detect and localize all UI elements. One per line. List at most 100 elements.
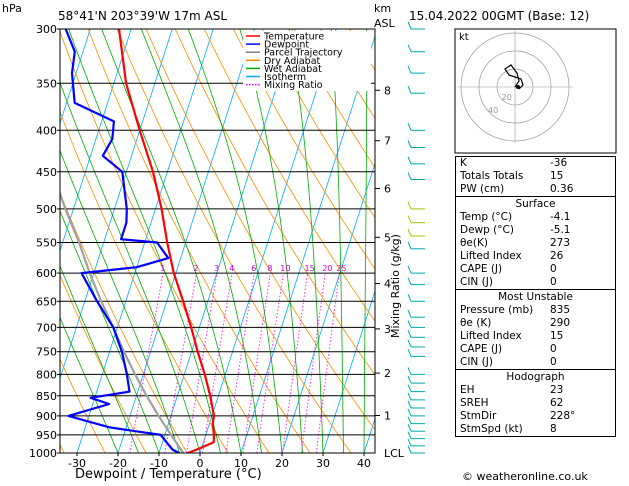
dry-adiabat-line xyxy=(262,29,375,219)
location-title: 58°41'N 203°39'W 17m ASL xyxy=(58,9,227,23)
isotherm-line xyxy=(60,29,91,125)
wind-barb-flag xyxy=(407,309,412,318)
wind-barb-flag xyxy=(407,320,412,328)
index-row: θe (K) 290 xyxy=(460,317,571,329)
wind-barb-flag xyxy=(407,277,412,285)
wind-barb-flag xyxy=(407,86,412,94)
index-row: Lifted Index 15 xyxy=(460,330,564,342)
pressure-tick-label: 600 xyxy=(36,267,57,280)
wind-barb-flag xyxy=(407,424,412,432)
wind-barb-flag xyxy=(407,265,412,274)
mixing-ratio-label: 3 xyxy=(214,264,219,273)
dry-adiabat-line xyxy=(203,29,375,322)
plot-frame xyxy=(59,28,376,454)
dry-adiabat-line xyxy=(291,29,375,169)
height-tick-label: 2 xyxy=(384,367,391,380)
wet-adiabat-line xyxy=(60,264,139,453)
pressure-tick-label: 900 xyxy=(36,410,57,423)
pressure-tick-label: 550 xyxy=(36,236,57,249)
wind-barb-flag xyxy=(407,392,412,401)
most-unstable-title: Most Unstable xyxy=(498,291,573,303)
height-tick-label: 8 xyxy=(384,84,391,97)
index-row: StmDir 228° xyxy=(460,410,576,422)
wind-barb-flag xyxy=(407,339,412,348)
mixing-ratio-line xyxy=(301,273,326,453)
dry-adiabat-line xyxy=(0,29,23,453)
mixing-ratio-line xyxy=(164,273,197,453)
hodograph-ring-label: 20 xyxy=(502,93,512,102)
pressure-tick-label: 750 xyxy=(36,346,57,359)
footer-credit: © weatheronline.co.uk xyxy=(462,470,588,483)
mixing-ratio-label: 25 xyxy=(336,264,346,273)
isotherm-line xyxy=(60,29,132,253)
height-tick-label: 1 xyxy=(384,410,391,423)
legend-entry: Dry Adiabat xyxy=(264,56,321,67)
legend-entry: Mixing Ratio xyxy=(264,80,323,91)
pressure-tick-label: 700 xyxy=(36,321,57,334)
index-row: StmSpd (kt) 8 xyxy=(460,423,557,435)
pressure-tick-label: 350 xyxy=(36,77,57,90)
index-row: Dewp (°C) -5.1 xyxy=(460,224,571,236)
wind-barb-flag xyxy=(407,123,412,131)
mixing-ratio-label: 8 xyxy=(267,264,272,273)
mixing-ratio-label: 1 xyxy=(160,264,165,273)
wind-barb-flag xyxy=(407,367,412,375)
wind-barb-flag xyxy=(407,65,412,74)
index-row: EH 23 xyxy=(460,384,564,396)
pressure-tick-label: 450 xyxy=(36,166,57,179)
wet-adiabat-line xyxy=(330,29,344,453)
index-row: CAPE (J) 0 xyxy=(460,263,557,275)
hodograph: kt 20 40 xyxy=(454,28,617,154)
dry-adiabat-line xyxy=(145,29,375,431)
index-row: Lifted Index 26 xyxy=(460,250,564,262)
hodograph-title: Hodograph xyxy=(506,371,565,383)
mixing-ratio-label: 10 xyxy=(280,264,290,273)
pressure-tick-label: 850 xyxy=(36,390,57,403)
isotherm-line xyxy=(281,162,375,453)
legend-entry: Dewpoint xyxy=(264,40,309,51)
legend-entry: Parcel Trajectory xyxy=(264,48,343,59)
hodograph-ring-label: 40 xyxy=(488,106,498,115)
parcel-trajectory-line xyxy=(60,190,185,453)
index-row: CAPE (J) 0 xyxy=(460,343,557,355)
date-title: 15.04.2022 00GMT (Base: 12) xyxy=(409,9,589,23)
temperature-tick-label: -30 xyxy=(68,457,86,470)
wet-adiabat-line xyxy=(363,29,368,453)
mixing-ratio-line xyxy=(242,273,271,453)
wind-barb-flag xyxy=(407,21,412,30)
wind-barb-flag xyxy=(407,438,412,447)
wind-barb-flag xyxy=(407,408,412,417)
hpa-label: hPa xyxy=(2,2,22,15)
mixing-ratio-line xyxy=(315,273,340,453)
wind-barb-flag xyxy=(407,330,412,338)
mixing-ratio-axis-label: Mixing Ratio (g/kg) xyxy=(389,234,402,338)
dry-adiabat-line xyxy=(60,358,106,453)
temperature-tick-label: 30 xyxy=(316,457,330,470)
pressure-tick-label: 400 xyxy=(36,124,57,137)
height-tick-label: 6 xyxy=(384,183,391,196)
hodograph-box: Hodograph EH 23 SREH 62 StmDir 228° StmSpd … xyxy=(455,369,616,437)
mixing-ratio-label: 6 xyxy=(251,264,256,273)
dewpoint-line xyxy=(64,29,180,453)
wind-barb-flag xyxy=(407,140,412,148)
index-row: K -36 xyxy=(460,157,568,169)
isotherm-line xyxy=(60,29,173,380)
mixing-ratio-line xyxy=(129,273,164,453)
pressure-tick-label: 800 xyxy=(36,368,57,381)
wet-adiabat-line xyxy=(140,29,262,453)
mixing-ratio-label: 20 xyxy=(322,264,332,273)
isotherm-line xyxy=(117,29,255,453)
legend-box xyxy=(243,31,371,91)
isotherm-line xyxy=(199,29,337,453)
height-tick-label: 4 xyxy=(384,278,391,291)
temperature-tick-label: 20 xyxy=(275,457,289,470)
temperature-tick-label: 10 xyxy=(234,457,248,470)
surface-box: Surface Temp (°C) -4.1 Dewp (°C) -5.1 θe(K… xyxy=(455,196,616,290)
temperature-line xyxy=(117,29,216,453)
temperature-tick-label: -20 xyxy=(109,457,127,470)
km-label: km xyxy=(374,2,391,15)
lcl-label: LCL xyxy=(384,447,405,460)
storm-motion-marker xyxy=(516,85,520,89)
temperature-tick-label: 0 xyxy=(197,457,204,470)
mixing-ratio-line xyxy=(202,273,233,453)
